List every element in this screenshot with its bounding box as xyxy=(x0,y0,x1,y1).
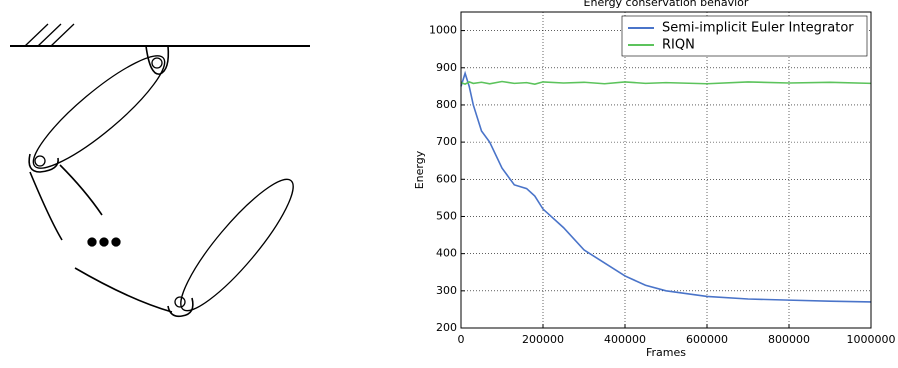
y-tick-label: 400 xyxy=(436,247,457,260)
x-tick-label: 0 xyxy=(458,333,465,346)
legend-label: Semi-implicit Euler Integrator xyxy=(662,21,854,36)
y-tick-label: 800 xyxy=(436,98,457,111)
x-tick-label: 1000000 xyxy=(847,333,896,346)
x-tick-label: 400000 xyxy=(604,333,646,346)
y-axis-label: Energy xyxy=(413,150,426,189)
x-tick-label: 200000 xyxy=(522,333,564,346)
pendulum-diagram xyxy=(10,23,310,318)
legend-label: RIQN xyxy=(662,38,695,53)
chart-title: Energy conservation behavior xyxy=(584,0,749,9)
y-tick-label: 500 xyxy=(436,209,457,222)
y-tick-label: 200 xyxy=(436,321,457,334)
series-line xyxy=(460,70,872,303)
y-tick-label: 1000 xyxy=(429,24,457,37)
y-tick-label: 700 xyxy=(436,135,457,148)
series-line xyxy=(460,80,872,85)
plot-frame xyxy=(460,11,872,329)
y-tick-label: 300 xyxy=(436,284,457,297)
x-axis-label: Frames xyxy=(646,346,686,359)
y-tick-label: 900 xyxy=(436,61,457,74)
y-tick-label: 600 xyxy=(436,172,457,185)
x-tick-label: 800000 xyxy=(768,333,810,346)
legend-box xyxy=(621,15,868,57)
x-tick-label: 600000 xyxy=(686,333,728,346)
